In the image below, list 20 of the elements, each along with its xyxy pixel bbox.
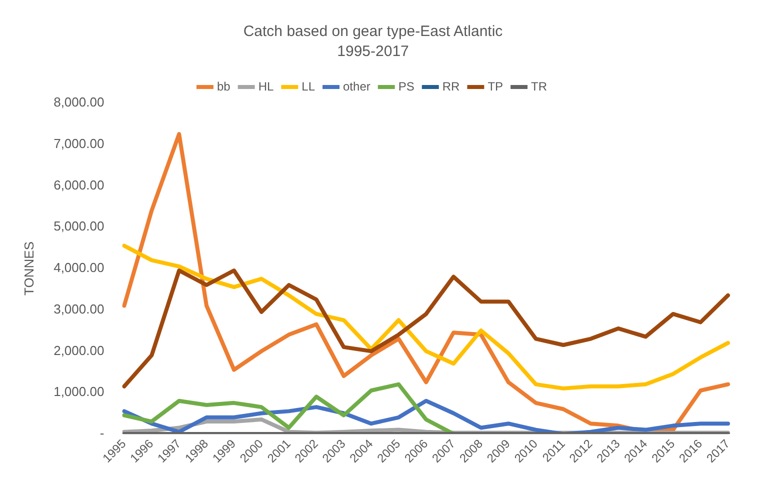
y-tick-label: 3,000.00 — [54, 301, 104, 316]
y-tick-label: 7,000.00 — [54, 136, 104, 151]
legend-label: other — [343, 79, 370, 94]
y-axis-title: TONNES — [21, 241, 36, 296]
chart-title: Catch based on gear type-East Atlantic — [243, 23, 504, 40]
y-tick-label: 5,000.00 — [54, 218, 104, 234]
legend-label: bb — [216, 79, 231, 94]
y-tick-label: 1,000.00 — [54, 384, 104, 400]
y-tick-label: 4,000.00 — [54, 260, 104, 276]
legend-label: TP — [488, 79, 504, 94]
y-tick-label: - — [100, 426, 104, 441]
legend-label: LL — [302, 79, 316, 94]
chart-subtitle: 1995-2017 — [337, 43, 409, 60]
y-tick-label: 6,000.00 — [54, 177, 104, 192]
y-tick-label: 2,000.00 — [54, 342, 104, 358]
legend-label: RR — [442, 79, 460, 94]
legend-label: PS — [398, 79, 414, 94]
y-tick-label: 8,000.00 — [54, 94, 104, 110]
legend-label: HL — [258, 79, 274, 94]
legend-label: TR — [531, 79, 548, 94]
